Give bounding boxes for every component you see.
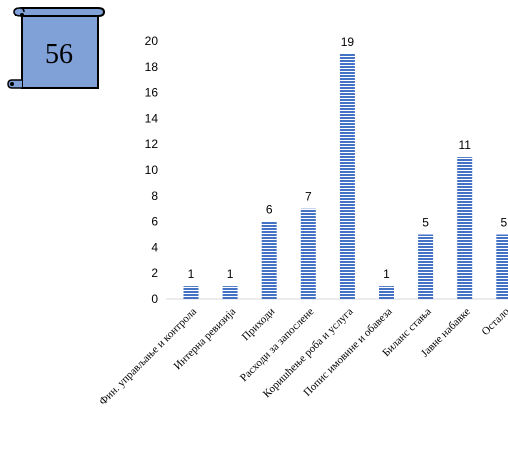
y-tick-label: 6 bbox=[151, 215, 158, 229]
bar bbox=[300, 208, 316, 299]
data-label: 1 bbox=[227, 267, 234, 281]
y-tick-label: 0 bbox=[151, 292, 158, 306]
bar bbox=[261, 221, 277, 299]
data-label: 5 bbox=[500, 216, 507, 230]
x-category-label: Расходи за запослене bbox=[238, 306, 317, 385]
y-tick-label: 8 bbox=[151, 189, 158, 203]
bar bbox=[339, 53, 355, 300]
bar bbox=[379, 286, 394, 299]
x-category-label: Приходи bbox=[240, 306, 278, 344]
data-label: 19 bbox=[341, 35, 355, 49]
y-tick-label: 14 bbox=[145, 111, 159, 125]
y-tick-label: 2 bbox=[151, 266, 158, 280]
y-tick-label: 10 bbox=[145, 163, 159, 177]
y-tick-label: 4 bbox=[151, 240, 158, 254]
data-label: 7 bbox=[305, 190, 312, 204]
data-label: 6 bbox=[266, 203, 273, 217]
data-label: 1 bbox=[383, 267, 390, 281]
data-label: 5 bbox=[422, 216, 429, 230]
y-tick-label: 20 bbox=[145, 34, 159, 48]
bar bbox=[222, 286, 238, 299]
x-category-label: Остало bbox=[480, 305, 508, 338]
bar bbox=[457, 157, 473, 299]
bar bbox=[418, 234, 434, 299]
bar bbox=[496, 234, 508, 299]
data-label: 11 bbox=[458, 138, 471, 152]
y-tick-label: 18 bbox=[145, 60, 159, 74]
badge-number: 56 bbox=[45, 39, 73, 70]
y-tick-label: 16 bbox=[145, 86, 159, 100]
y-tick-label: 12 bbox=[145, 137, 159, 151]
scroll-badge: 56 bbox=[7, 7, 106, 89]
data-label: 1 bbox=[188, 267, 195, 281]
bar bbox=[183, 286, 199, 299]
